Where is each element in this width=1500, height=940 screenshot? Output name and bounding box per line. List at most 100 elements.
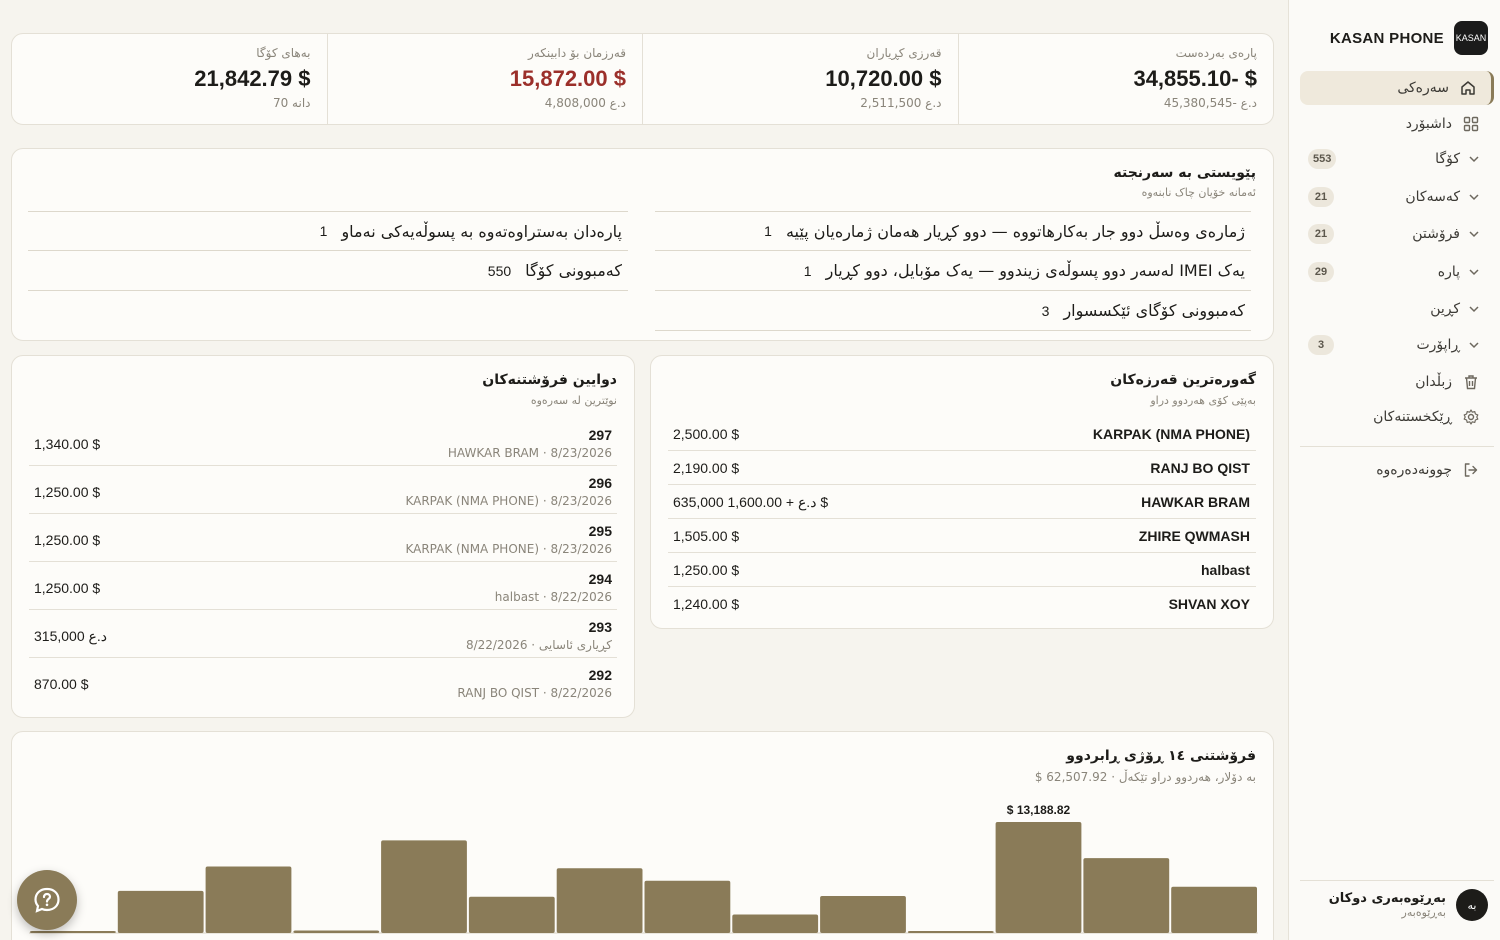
grid-icon — [1463, 116, 1479, 132]
sale-amount: 315,000 د.ع — [34, 628, 107, 644]
sale-number: 296 — [588, 475, 612, 491]
chart-bar[interactable] — [293, 930, 380, 934]
sidebar-item-label: داشبۆرد — [1405, 116, 1452, 132]
chart-bar[interactable] — [556, 868, 643, 933]
stat-sub: 4,808,000 د.ع — [544, 96, 626, 110]
chart-bar[interactable] — [820, 896, 906, 933]
chevron-down-icon — [1469, 306, 1479, 313]
stat-supplier-debt[interactable]: قەرزمان بۆ دابینکەر 15,872.00 $ 4,808,00… — [326, 34, 643, 124]
logout-icon — [1464, 463, 1478, 477]
chart-bar[interactable] — [30, 931, 116, 933]
stat-inventory-value[interactable]: بەهای کۆگا 21,842.79 $ 70 دانە — [12, 34, 327, 124]
sidebar-item-people[interactable]: کەسەکان 21 — [1300, 180, 1494, 214]
sale-number: 297 — [588, 427, 612, 443]
attention-item-text: کەمبوونی کۆگا — [525, 261, 622, 280]
chart-bar[interactable] — [907, 931, 994, 933]
logout-button[interactable]: چوونەدەرەوە — [1300, 453, 1494, 487]
debt-row[interactable]: HAWKAR BRAM 635,000 د.ع + 1,600.00 $ — [668, 485, 1256, 519]
sale-row[interactable]: 297 HAWKAR BRAM · 8/23/2026 1,340.00 $ — [29, 418, 617, 466]
sale-row[interactable]: 293 کڕیاری ئاسایی · 8/22/2026 315,000 د.… — [29, 610, 617, 658]
sidebar-item-reports[interactable]: ڕاپۆرت 3 — [1300, 328, 1494, 362]
stat-value: 21,842.79 $ — [194, 66, 311, 91]
stat-value: 34,855.10- $ — [1133, 66, 1257, 91]
sidebar-badge: 3 — [1308, 335, 1334, 355]
sale-number: 295 — [588, 523, 612, 539]
chart-bar[interactable] — [1083, 858, 1170, 933]
sidebar-item-label: پارە — [1437, 264, 1460, 280]
sidebar: KASAN KASAN PHONE سەرەکی داشبۆرد کۆگا 55… — [1288, 0, 1500, 940]
attention-item[interactable]: کەمبوونی کۆگای ئێکسسوار 3 — [655, 291, 1251, 331]
sale-row[interactable]: 294 halbast · 8/22/2026 1,250.00 $ — [29, 562, 617, 610]
recent-sales-title: دوایین فرۆشتنەکان — [482, 372, 617, 388]
user-profile[interactable]: بە بەڕێوەبەری دوکان بەڕێوەبەر — [1329, 889, 1488, 921]
debt-row[interactable]: ZHIRE QWMASH 1,505.00 $ — [668, 519, 1256, 553]
chevron-down-icon — [1469, 269, 1479, 276]
main-content: پارەی بەردەست 34,855.10- $ 45,380,545- د… — [11, 33, 1274, 940]
user-role: بەڕێوەبەر — [1401, 906, 1446, 919]
chart-bar[interactable] — [381, 840, 467, 933]
help-button[interactable] — [17, 870, 77, 930]
sidebar-item-dashboard[interactable]: داشبۆرد — [1300, 107, 1494, 141]
debt-amount: 2,190.00 $ — [673, 460, 740, 476]
stat-label: بەهای کۆگا — [256, 46, 311, 60]
sidebar-badge: 29 — [1308, 262, 1334, 282]
chart-bar[interactable] — [644, 880, 731, 933]
sidebar-item-purchases[interactable]: کڕین — [1300, 292, 1494, 326]
debt-row[interactable]: KARPAK (NMA PHONE) 2,500.00 $ — [668, 417, 1256, 451]
attention-item[interactable]: کەمبوونی کۆگا 550 — [28, 251, 628, 291]
sale-row[interactable]: 295 KARPAK (NMA PHONE) · 8/23/2026 1,250… — [29, 514, 617, 562]
user-name: بەڕێوەبەری دوکان — [1328, 891, 1446, 906]
debt-amount: 635,000 د.ع + 1,600.00 $ — [673, 494, 829, 510]
sale-amount: 1,250.00 $ — [34, 484, 101, 500]
sale-meta: halbast · 8/22/2026 — [494, 590, 612, 604]
sale-meta: HAWKAR BRAM · 8/23/2026 — [447, 446, 612, 460]
chart-bar[interactable] — [732, 914, 819, 934]
top-debts-title: گەورەترین قەرزەکان — [1110, 372, 1256, 388]
sidebar-item-label: کڕین — [1430, 301, 1460, 317]
stat-customer-debt[interactable]: قەرزی کڕیاران 10,720.00 $ 2,511,500 د.ع — [642, 34, 958, 124]
sale-row[interactable]: 292 RANJ BO QIST · 8/22/2026 870.00 $ — [29, 658, 617, 706]
debt-row[interactable]: halbast 1,250.00 $ — [668, 553, 1256, 587]
debt-customer-name: halbast — [1200, 562, 1250, 578]
debt-row[interactable]: SHVAN XOY 1,240.00 $ — [668, 587, 1256, 621]
chart-bar[interactable] — [468, 896, 555, 933]
attention-item-count: 1 — [319, 223, 328, 239]
debt-customer-name: SHVAN XOY — [1168, 596, 1250, 612]
sidebar-item-home[interactable]: سەرەکی — [1300, 71, 1494, 105]
sidebar-item-inventory[interactable]: کۆگا 553 — [1300, 142, 1494, 176]
sidebar-item-label: کەسەکان — [1405, 189, 1460, 205]
attention-item[interactable]: پارەدان بەستراوەتەوە بە پسوڵەیەکی نەماو … — [28, 211, 628, 251]
sale-row[interactable]: 296 KARPAK (NMA PHONE) · 8/23/2026 1,250… — [29, 466, 617, 514]
sidebar-item-money[interactable]: پارە 29 — [1300, 255, 1494, 289]
chart-bar[interactable] — [1171, 886, 1257, 933]
stat-available-cash[interactable]: پارەی بەردەست 34,855.10- $ 45,380,545- د… — [957, 34, 1274, 124]
sale-number: 293 — [588, 619, 612, 635]
sidebar-badge: 21 — [1308, 224, 1334, 244]
sidebar-item-sales[interactable]: فرۆشتن 21 — [1300, 217, 1494, 251]
recent-sales-card: دوایین فرۆشتنەکان نوێترین لە سەرەوە 297 … — [11, 355, 635, 718]
stat-sub: 2,511,500 د.ع — [860, 96, 942, 110]
sale-amount: 1,250.00 $ — [34, 580, 101, 596]
stat-value: 10,720.00 $ — [825, 66, 942, 91]
sales-bar-chart: 13,188.82 $ — [29, 803, 1258, 934]
sidebar-item-label: سەرەکی — [1397, 80, 1449, 96]
attention-item-count: 3 — [1041, 302, 1050, 319]
sidebar-badge: 553 — [1308, 149, 1337, 169]
attention-item[interactable]: ژمارەی وەسڵ دوو جار بەکارهاتووە — دوو کڕ… — [655, 211, 1251, 251]
attention-item[interactable]: یەک IMEI لەسەر دوو پسوڵەی زیندوو — یەک م… — [655, 251, 1251, 291]
sidebar-divider — [1300, 880, 1494, 881]
attention-subtitle: ئەمانە خۆیان چاک نابنەوە — [1141, 186, 1256, 199]
chart-bar[interactable] — [995, 822, 1082, 933]
chart-bar[interactable] — [205, 866, 292, 934]
sidebar-item-trash[interactable]: زبڵدان — [1300, 365, 1494, 399]
debt-row[interactable]: RANJ BO QIST 2,190.00 $ — [668, 451, 1256, 485]
sale-amount: 1,250.00 $ — [34, 532, 101, 548]
sale-meta: کڕیاری ئاسایی · 8/22/2026 — [465, 638, 612, 652]
attention-item-count: 1 — [803, 262, 812, 279]
stat-label: پارەی بەردەست — [1175, 46, 1257, 60]
sidebar-item-settings[interactable]: ڕێکخستنەکان — [1300, 400, 1494, 434]
sale-meta: RANJ BO QIST · 8/22/2026 — [457, 686, 612, 700]
debt-amount: 1,505.00 $ — [673, 528, 740, 544]
chart-bar[interactable] — [117, 890, 204, 933]
brand[interactable]: KASAN KASAN PHONE — [1330, 21, 1488, 55]
